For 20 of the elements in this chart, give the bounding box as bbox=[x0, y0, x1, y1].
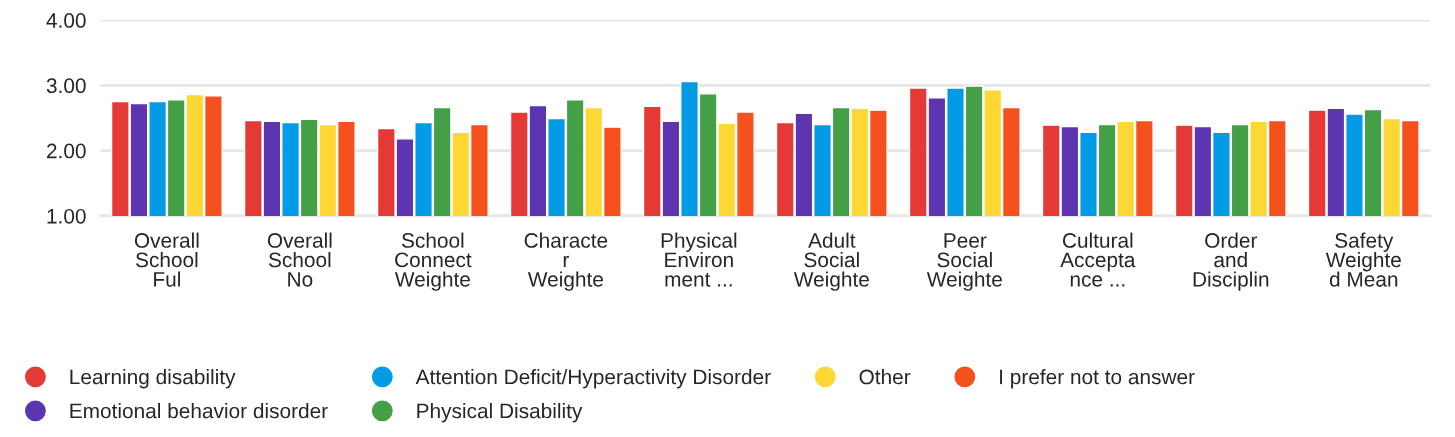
y-tick-label: 4.00 bbox=[46, 13, 86, 28]
x-tick-label: Peer Social Weighte bbox=[926, 233, 1002, 291]
x-tick-label: Safety Weighte d Mean bbox=[1325, 232, 1401, 287]
x-tick-label: Adult Social Weighte bbox=[793, 232, 869, 291]
legend-label: Learning disability bbox=[70, 368, 236, 389]
legend-label: I prefer not to answer bbox=[1000, 369, 1195, 389]
y-tick-label: 3.00 bbox=[46, 78, 86, 94]
legend-label: Attention Deficit/Hyperactivity Disorder bbox=[415, 368, 771, 389]
x-tick-label: Order and Disciplin bbox=[1193, 232, 1269, 291]
x-tick-label: Cultural Accepta nce ... bbox=[1060, 232, 1136, 287]
x-tick-label: Overall School Ful bbox=[134, 232, 199, 287]
x-tick-label: Physical Environ ment ... bbox=[661, 232, 737, 287]
x-tick-label: Overall School No bbox=[267, 232, 332, 287]
legend-label: Physical Disability bbox=[417, 403, 583, 423]
y-tick-label: 1.00 bbox=[47, 208, 86, 224]
legend-label: Emotional behavior disorder bbox=[70, 403, 328, 419]
x-tick-label: School Connect Weighte bbox=[394, 232, 472, 291]
x-tick-label: Characte r Weighte bbox=[524, 232, 608, 291]
y-tick-label: 2.00 bbox=[47, 143, 86, 159]
legend-label: Other bbox=[859, 368, 911, 385]
